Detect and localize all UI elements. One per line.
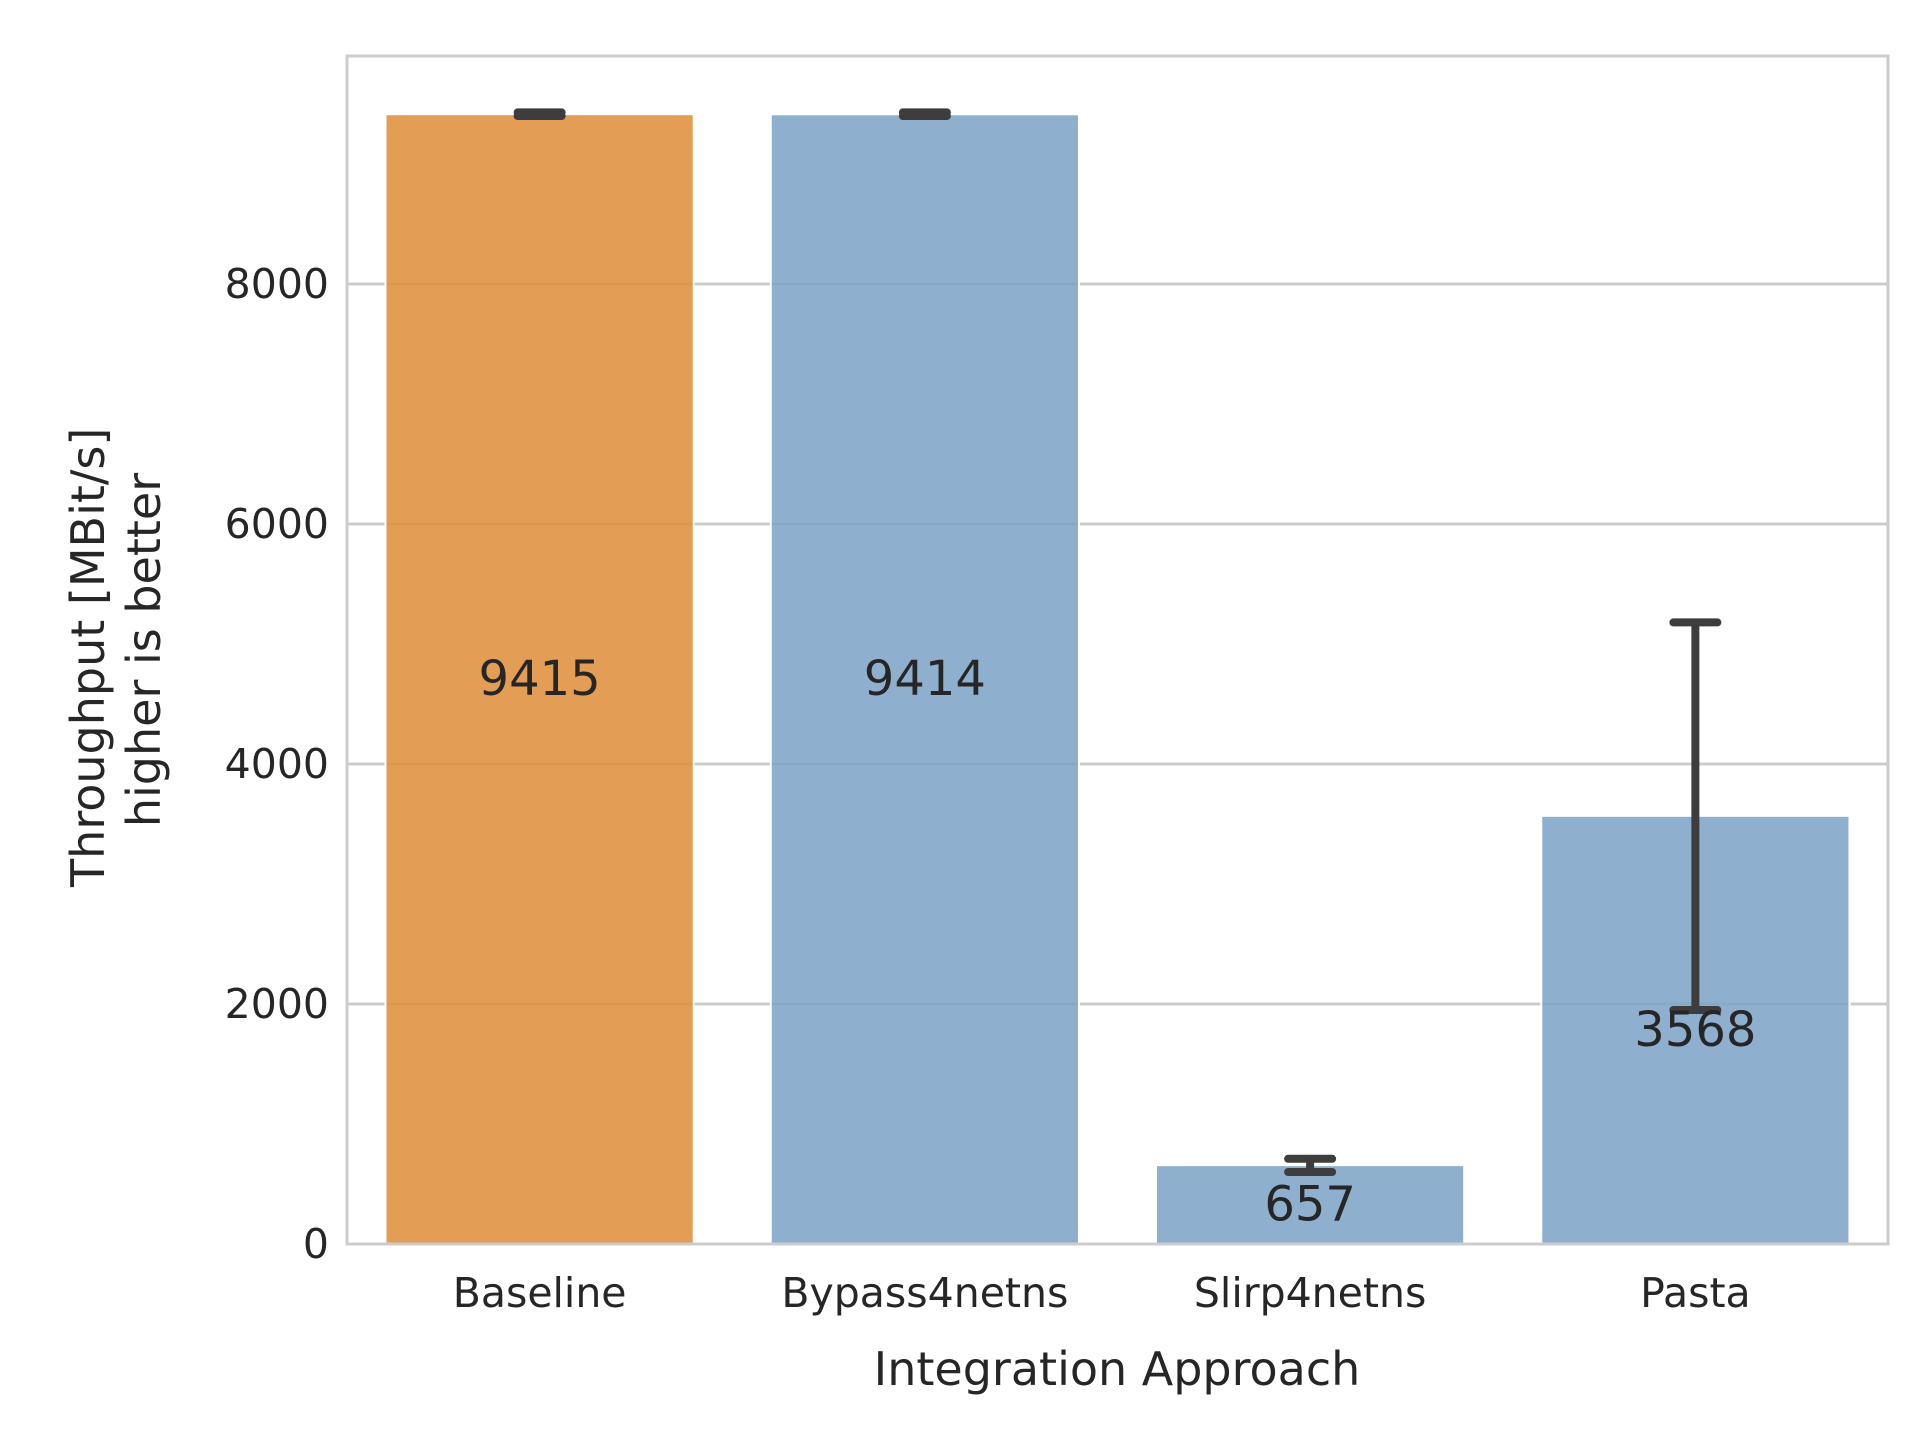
bar-slirp4netns [1155,1164,1466,1246]
y-tick-label: 6000 [225,500,329,548]
y-tick-label: 4000 [225,740,329,788]
bar-baseline [384,113,695,1246]
x-tick-label: Slirp4netns [1194,1269,1426,1317]
data-label-pasta: 3568 [1634,1002,1756,1058]
data-label-slirp4netns: 657 [1264,1177,1356,1233]
x-tick-label: Baseline [453,1269,627,1317]
y-tick-label: 2000 [225,980,329,1028]
x-tick-label: Pasta [1640,1269,1751,1317]
y-tick-label: 8000 [225,260,329,308]
x-axis-title: Integration Approach [874,1342,1361,1396]
x-tick-label: Bypass4netns [781,1269,1068,1317]
y-tick-layer: 0 2000 4000 6000 8000 [225,260,329,1268]
plot-frame [345,54,1890,1246]
y-axis-title: Throughput [MBit/s] higher is better [61,413,171,888]
x-tick-layer: Baseline Bypass4netns Slirp4netns Pasta [453,1269,1751,1317]
error-bar-layer [513,108,1722,1176]
data-label-layer: 9415 9414 657 3568 [479,651,1757,1232]
data-label-baseline: 9415 [479,651,601,707]
data-label-bypass4netns: 9414 [864,651,986,707]
y-axis-title-line-2: higher is better [117,473,171,827]
y-tick-label: 0 [303,1220,329,1268]
y-axis-title-line-1: Throughput [MBit/s] [61,428,115,888]
